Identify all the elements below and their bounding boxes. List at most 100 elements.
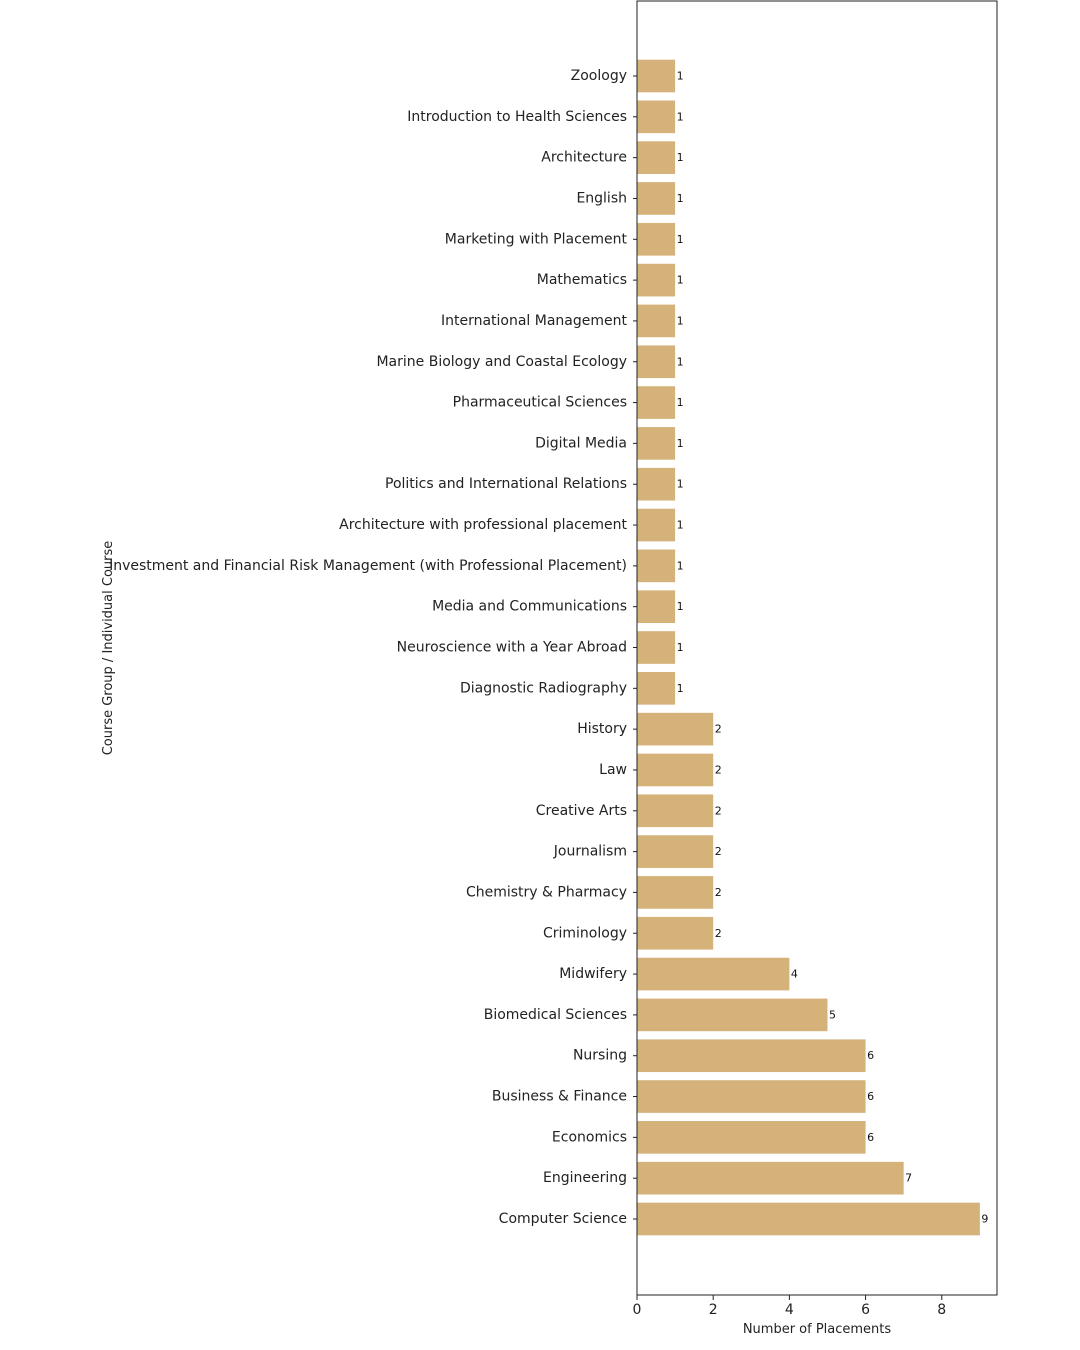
bar bbox=[637, 998, 828, 1032]
bar bbox=[637, 222, 676, 256]
category-label: International Management bbox=[441, 313, 628, 329]
bar bbox=[637, 590, 676, 624]
x-tick-label: 6 bbox=[861, 1302, 870, 1318]
value-label: 2 bbox=[715, 763, 722, 776]
value-label: 1 bbox=[677, 151, 684, 164]
value-label: 1 bbox=[677, 274, 684, 287]
value-label: 5 bbox=[829, 1008, 836, 1021]
value-label: 1 bbox=[677, 70, 684, 83]
value-label: 1 bbox=[677, 641, 684, 654]
bar bbox=[637, 467, 676, 501]
value-label: 1 bbox=[677, 682, 684, 695]
value-label: 1 bbox=[677, 559, 684, 572]
category-label: Biomedical Sciences bbox=[484, 1007, 627, 1023]
value-label: 2 bbox=[715, 886, 722, 899]
value-label: 2 bbox=[715, 927, 722, 940]
bar bbox=[637, 141, 676, 174]
category-label: Engineering bbox=[543, 1170, 627, 1186]
bar bbox=[637, 59, 676, 93]
bar bbox=[637, 835, 714, 868]
category-label: Mathematics bbox=[537, 272, 627, 288]
category-label: Marketing with Placement bbox=[445, 231, 628, 247]
bar bbox=[637, 876, 714, 909]
category-label: Chemistry & Pharmacy bbox=[466, 884, 627, 900]
value-label: 1 bbox=[677, 233, 684, 246]
value-label: 1 bbox=[677, 314, 684, 327]
value-label: 2 bbox=[715, 723, 722, 736]
bar bbox=[637, 916, 714, 950]
x-tick-label: 4 bbox=[785, 1302, 794, 1318]
plot-frame bbox=[636, 0, 998, 1296]
bars-group bbox=[637, 59, 980, 1236]
bar bbox=[637, 386, 676, 419]
category-label: Economics bbox=[552, 1129, 627, 1145]
category-label: History bbox=[577, 721, 627, 737]
value-label: 1 bbox=[677, 437, 684, 450]
value-label: 2 bbox=[715, 845, 722, 858]
x-tick-label: 0 bbox=[633, 1302, 642, 1318]
value-label: 9 bbox=[981, 1213, 988, 1226]
category-label: Marine Biology and Coastal Ecology bbox=[376, 354, 627, 370]
category-label: Investment and Financial Risk Management… bbox=[109, 558, 627, 574]
bar bbox=[637, 549, 676, 583]
value-label: 1 bbox=[677, 600, 684, 613]
bar bbox=[637, 671, 676, 705]
bar bbox=[637, 427, 676, 460]
bar bbox=[637, 712, 714, 746]
category-label: Journalism bbox=[553, 844, 627, 860]
value-labels-group: 1 1 1 1 1 1 1 1 1 1 1 1 1 1 1 1 2 2 2 2 2 2 4 5 6 6 6 7 9 bbox=[677, 70, 989, 1226]
bar bbox=[637, 794, 714, 828]
category-label: Creative Arts bbox=[536, 803, 627, 819]
category-label: Zoology bbox=[571, 68, 627, 84]
bar bbox=[637, 508, 676, 542]
bar bbox=[637, 100, 676, 134]
category-label: Diagnostic Radiography bbox=[460, 680, 627, 696]
category-label: Media and Communications bbox=[432, 599, 627, 615]
bar bbox=[637, 1121, 866, 1154]
value-label: 1 bbox=[677, 355, 684, 368]
category-label: Architecture with professional placement bbox=[339, 517, 627, 533]
category-label: Digital Media bbox=[535, 435, 627, 451]
category-label: Neuroscience with a Year Abroad bbox=[397, 640, 627, 656]
category-label: Midwifery bbox=[559, 966, 627, 982]
category-label: Politics and International Relations bbox=[385, 476, 627, 492]
category-label: Computer Science bbox=[499, 1211, 627, 1227]
value-label: 6 bbox=[867, 1090, 874, 1103]
category-label: Nursing bbox=[573, 1048, 627, 1064]
value-label: 6 bbox=[867, 1049, 874, 1062]
value-label: 6 bbox=[867, 1131, 874, 1144]
bar bbox=[637, 753, 714, 787]
value-label: 7 bbox=[905, 1172, 912, 1185]
value-label: 1 bbox=[677, 110, 684, 123]
bar bbox=[637, 1039, 866, 1073]
bar bbox=[637, 263, 676, 297]
category-label: Introduction to Health Sciences bbox=[407, 109, 627, 125]
value-label: 2 bbox=[715, 804, 722, 817]
bar bbox=[637, 1080, 866, 1113]
x-tick-label: 2 bbox=[709, 1302, 718, 1318]
category-label: Pharmaceutical Sciences bbox=[453, 395, 627, 411]
category-label: Architecture bbox=[541, 150, 627, 166]
value-label: 1 bbox=[677, 396, 684, 409]
bar bbox=[637, 304, 676, 338]
value-label: 1 bbox=[677, 519, 684, 532]
category-label: Business & Finance bbox=[492, 1089, 627, 1105]
category-label: Law bbox=[599, 762, 627, 778]
bar bbox=[637, 1202, 980, 1236]
bar bbox=[637, 631, 676, 664]
value-label: 1 bbox=[677, 478, 684, 491]
bar bbox=[637, 345, 676, 379]
value-label: 1 bbox=[677, 192, 684, 205]
bar bbox=[637, 957, 790, 991]
x-ticks-group: 0 2 4 6 8 bbox=[633, 75, 946, 1318]
category-labels-group: Zoology Introduction to Health Sciences Ar… bbox=[109, 68, 627, 1227]
y-axis-title: Course Group / Individual Course bbox=[101, 541, 116, 756]
category-label: English bbox=[576, 190, 627, 206]
bar bbox=[637, 1161, 904, 1195]
bar bbox=[637, 182, 676, 215]
x-tick-label: 8 bbox=[937, 1302, 946, 1318]
category-label: Criminology bbox=[543, 925, 627, 941]
value-label: 4 bbox=[791, 968, 798, 981]
